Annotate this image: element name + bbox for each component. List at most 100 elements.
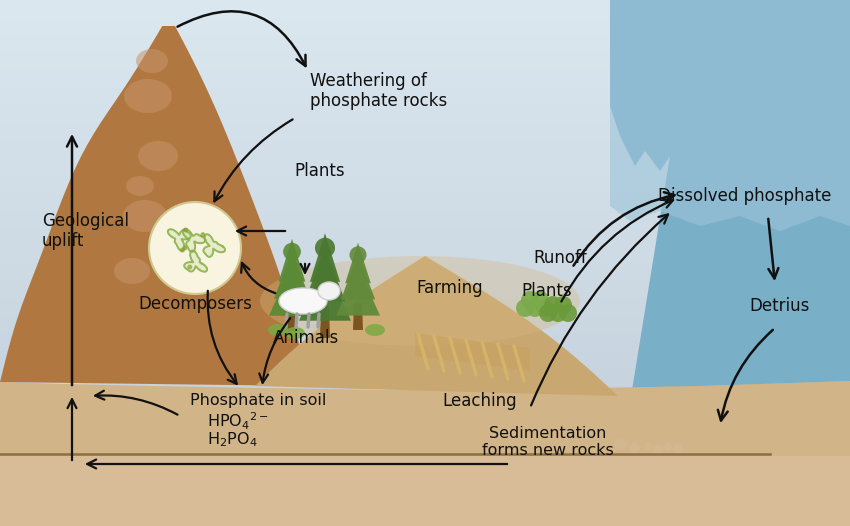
Ellipse shape: [365, 324, 385, 336]
Circle shape: [283, 243, 301, 260]
Polygon shape: [0, 381, 850, 526]
Circle shape: [673, 444, 683, 454]
FancyArrowPatch shape: [95, 391, 178, 414]
Polygon shape: [610, 0, 850, 526]
Circle shape: [182, 246, 187, 250]
Polygon shape: [320, 306, 330, 338]
Ellipse shape: [138, 141, 178, 171]
Ellipse shape: [126, 176, 154, 196]
Circle shape: [539, 304, 557, 322]
Circle shape: [201, 232, 206, 237]
Text: Weathering of
phosphate rocks: Weathering of phosphate rocks: [310, 72, 447, 110]
Polygon shape: [610, 0, 850, 231]
Circle shape: [187, 265, 192, 270]
Bar: [0, 35, 850, 53]
Polygon shape: [415, 333, 530, 371]
Bar: [0, 509, 850, 526]
Circle shape: [516, 299, 534, 317]
Bar: [0, 228, 850, 246]
Circle shape: [549, 304, 567, 322]
Polygon shape: [0, 26, 308, 386]
Text: Decomposers: Decomposers: [138, 295, 252, 313]
Text: Geological
uplift: Geological uplift: [42, 211, 129, 250]
Text: Runoff: Runoff: [533, 249, 586, 267]
FancyArrowPatch shape: [214, 119, 292, 201]
FancyArrowPatch shape: [574, 192, 675, 266]
Ellipse shape: [318, 282, 340, 300]
Polygon shape: [345, 242, 371, 283]
Polygon shape: [0, 381, 850, 456]
FancyArrowPatch shape: [241, 263, 275, 293]
FancyArrowPatch shape: [237, 227, 286, 236]
Circle shape: [149, 202, 241, 294]
Bar: [0, 386, 850, 403]
Polygon shape: [184, 251, 207, 272]
Text: Animals: Animals: [273, 329, 339, 347]
Ellipse shape: [123, 200, 167, 232]
Bar: [0, 316, 850, 333]
Text: Plants: Plants: [295, 162, 345, 180]
Bar: [0, 193, 850, 210]
Circle shape: [531, 291, 549, 309]
Bar: [0, 246, 850, 263]
FancyArrowPatch shape: [67, 137, 77, 385]
Circle shape: [184, 227, 188, 232]
Bar: [0, 421, 850, 438]
Text: Phosphate in soil: Phosphate in soil: [190, 393, 326, 409]
Polygon shape: [336, 266, 380, 316]
FancyArrowPatch shape: [259, 318, 290, 383]
Circle shape: [644, 442, 652, 450]
Bar: [0, 263, 850, 280]
FancyArrowPatch shape: [718, 330, 773, 420]
Polygon shape: [167, 229, 191, 251]
Polygon shape: [203, 234, 225, 257]
Ellipse shape: [136, 49, 168, 73]
Circle shape: [521, 291, 539, 309]
Ellipse shape: [114, 258, 150, 284]
Polygon shape: [287, 302, 297, 331]
FancyArrowPatch shape: [768, 219, 779, 278]
Bar: [0, 175, 850, 193]
FancyArrowPatch shape: [88, 460, 507, 469]
Circle shape: [630, 443, 640, 453]
Bar: [0, 456, 850, 473]
Ellipse shape: [285, 327, 305, 339]
Text: HPO$_4$$^{2-}$: HPO$_4$$^{2-}$: [207, 410, 269, 432]
Circle shape: [526, 299, 544, 317]
Circle shape: [554, 296, 572, 314]
Polygon shape: [279, 239, 305, 281]
FancyArrowPatch shape: [561, 199, 673, 301]
Circle shape: [614, 438, 626, 450]
FancyArrowPatch shape: [207, 291, 236, 384]
Polygon shape: [274, 251, 310, 299]
Bar: [0, 403, 850, 421]
Bar: [0, 105, 850, 123]
Bar: [0, 140, 850, 158]
Bar: [0, 123, 850, 140]
Bar: [0, 351, 850, 368]
Polygon shape: [310, 233, 340, 282]
Polygon shape: [299, 261, 351, 321]
Circle shape: [559, 304, 577, 322]
FancyArrowPatch shape: [67, 399, 76, 460]
Circle shape: [315, 238, 335, 258]
Text: Farming: Farming: [416, 279, 484, 297]
Polygon shape: [183, 229, 205, 252]
FancyArrowPatch shape: [531, 215, 668, 406]
Ellipse shape: [279, 288, 327, 314]
Text: Detrius: Detrius: [750, 297, 810, 315]
Bar: [0, 0, 850, 17]
Text: Leaching: Leaching: [443, 392, 518, 410]
Ellipse shape: [268, 324, 288, 336]
Polygon shape: [304, 247, 345, 301]
Polygon shape: [269, 264, 315, 316]
Circle shape: [180, 248, 185, 252]
Bar: [0, 88, 850, 105]
Circle shape: [664, 443, 672, 451]
Bar: [0, 17, 850, 35]
Bar: [0, 491, 850, 509]
Bar: [0, 298, 850, 316]
FancyArrowPatch shape: [178, 11, 305, 66]
Text: Plants: Plants: [522, 282, 572, 300]
Circle shape: [349, 246, 366, 264]
